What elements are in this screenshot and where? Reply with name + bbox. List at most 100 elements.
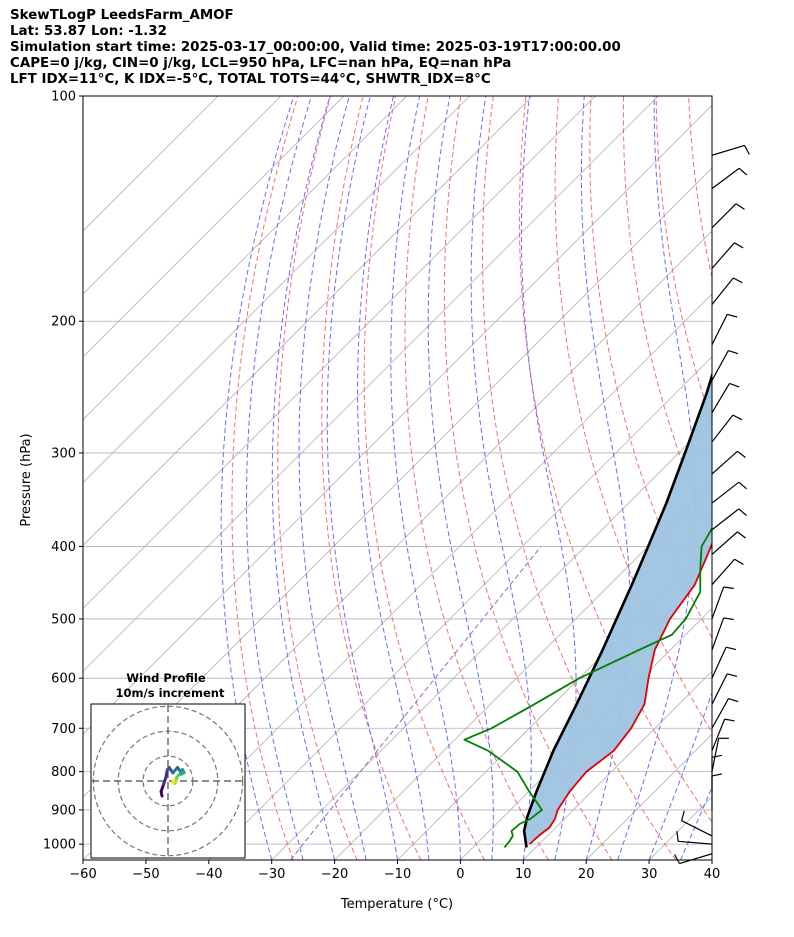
wind-barb-flag [728, 350, 739, 355]
y-axis-label: Pressure (hPa) [19, 433, 34, 526]
isotherm-gridline [145, 293, 712, 860]
isotherm-gridline [83, 96, 282, 295]
isotherm-gridline [83, 96, 596, 609]
cape-shading [524, 375, 712, 848]
mixing-ratio-line [290, 546, 542, 860]
dry-adiabat [518, 96, 712, 823]
wind-barb-staff [711, 531, 738, 555]
wind-barb-staff [711, 718, 726, 751]
moist-adiabat [470, 96, 532, 860]
hodograph-subtitle: 10m/s increment [116, 686, 225, 700]
x-tick-label: −30 [258, 867, 285, 882]
y-tick-label: 700 [51, 722, 76, 737]
wind-barb-flag [738, 481, 747, 490]
isotherm-gridline [83, 96, 470, 484]
wind-barb-flag [738, 167, 748, 176]
stability-indices-2: LFT IDX=11°C, K IDX=-5°C, TOTAL TOTS=44°… [10, 72, 491, 87]
moist-adiabat [220, 96, 295, 860]
y-tick-label: 400 [51, 540, 76, 555]
dry-adiabat [443, 96, 613, 860]
wind-barb-staff [678, 840, 713, 845]
dry-adiabat [231, 96, 299, 860]
moist-adiabat [326, 96, 398, 860]
dry-adiabat [721, 96, 794, 860]
moist-adiabat [520, 96, 577, 860]
wind-barb-staff [711, 646, 727, 679]
wind-barb-flag [676, 831, 679, 842]
y-tick-label: 600 [51, 672, 76, 687]
isotherm-gridline [83, 96, 345, 358]
chart-header: SkewTLogP LeedsFarm_AMOF Lat: 53.87 Lon:… [10, 8, 621, 88]
parcel-profile-line [522, 371, 712, 848]
wind-barb-staff [711, 242, 735, 269]
x-tick-label: −40 [195, 867, 222, 882]
isotherm-gridline [334, 482, 712, 860]
x-tick-label: −10 [384, 867, 411, 882]
moist-adiabat [617, 96, 696, 860]
wind-barb-flag [723, 586, 734, 590]
wind-barb-staff [711, 414, 734, 443]
y-tick-label: 200 [51, 315, 76, 330]
temperature-line [529, 541, 712, 845]
wind-barb-staff [711, 383, 731, 413]
wind-barb-flag [738, 508, 747, 517]
wind-barb-flag [725, 646, 737, 651]
moist-adiabat [680, 786, 712, 860]
wind-barb-flag [724, 718, 735, 722]
y-tick-label: 300 [51, 446, 76, 461]
wind-barb-staff [711, 481, 740, 504]
x-tick-label: −60 [69, 867, 96, 882]
wind-barb-flag [734, 242, 744, 249]
moist-adiabat [298, 96, 367, 860]
dry-adiabat [321, 96, 422, 860]
wind-barb-flag [727, 313, 738, 318]
isotherm-gridline [648, 796, 712, 860]
wind-barb-staff [711, 558, 736, 586]
dry-adiabat [277, 96, 358, 860]
wind-barb-flag [737, 531, 746, 539]
x-axis-label: Temperature (°C) [340, 897, 453, 912]
station-coordinates: Lat: 53.87 Lon: -1.32 [10, 24, 167, 39]
x-tick-label: 0 [456, 867, 464, 882]
wind-barb-flag [735, 203, 745, 210]
wind-barb-staff [711, 673, 728, 705]
wind-barb-flag [729, 382, 740, 388]
simulation-times: Simulation start time: 2025-03-17_00:00:… [10, 40, 621, 55]
isotherm-gridline [271, 419, 712, 860]
chart-title: SkewTLogP LeedsFarm_AMOF [10, 8, 234, 23]
y-tick-label: 1000 [43, 838, 76, 853]
dry-adiabat [786, 96, 794, 860]
skewt-profiles [463, 371, 712, 848]
wind-barb-staff [711, 508, 740, 531]
moist-adiabat [711, 858, 712, 860]
dry-adiabat [754, 96, 794, 860]
x-tick-label: 10 [515, 867, 532, 882]
wind-barb-staff [711, 314, 728, 345]
wind-barb-staff [711, 586, 725, 620]
moist-adiabat [648, 691, 712, 860]
isotherm-gridline [83, 96, 407, 421]
x-tick-label: 30 [641, 867, 658, 882]
wind-barb-staff [711, 738, 720, 772]
wind-barb-staff [711, 617, 725, 651]
hodograph-rings [92, 705, 244, 857]
wind-barbs [674, 144, 750, 865]
moist-adiabat [271, 96, 336, 860]
skewt-grid [83, 96, 794, 860]
wind-barb-staff [711, 277, 734, 305]
x-tick-label: −20 [321, 867, 348, 882]
y-tick-label: 900 [51, 803, 76, 818]
wind-barb-staff [681, 820, 713, 837]
x-axis-ticks: −60 −50 −40 −30 −20 −10 0 10 20 30 40 [69, 860, 720, 882]
dry-adiabat [554, 96, 712, 734]
moist-adiabat [246, 96, 312, 860]
dry-adiabat [404, 96, 549, 860]
x-tick-label: −50 [132, 867, 159, 882]
wind-barb-flag [732, 414, 743, 421]
x-tick-label: 20 [578, 867, 595, 882]
wind-barb-staff [711, 167, 740, 190]
isotherm-gridline [83, 96, 533, 547]
isotherm-gridline [83, 96, 659, 672]
moist-adiabat [390, 96, 461, 860]
